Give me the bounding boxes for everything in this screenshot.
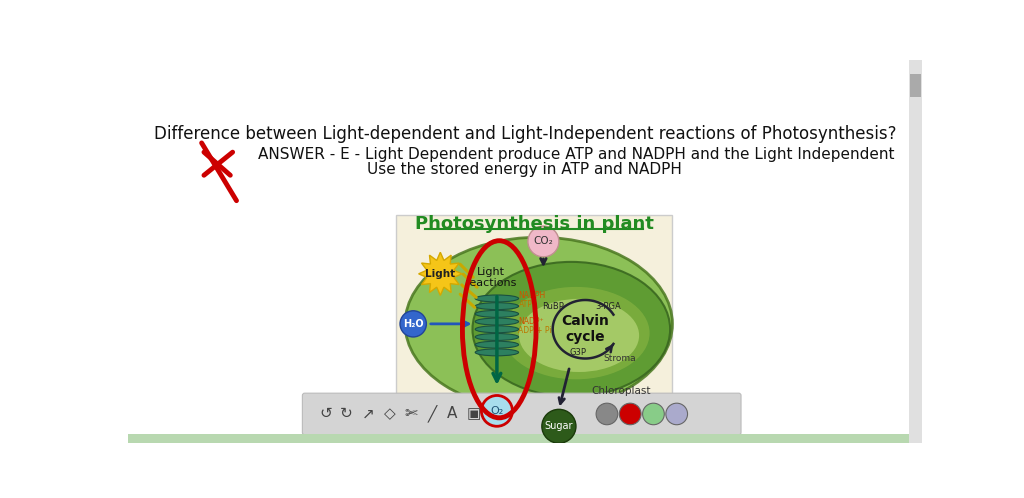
Circle shape bbox=[620, 403, 641, 425]
Bar bbox=[128, 434, 922, 443]
FancyBboxPatch shape bbox=[302, 393, 741, 435]
Text: ↗: ↗ bbox=[361, 406, 375, 421]
Circle shape bbox=[596, 403, 617, 425]
Circle shape bbox=[528, 226, 559, 257]
Circle shape bbox=[400, 311, 426, 337]
Text: 3-PGA: 3-PGA bbox=[596, 302, 622, 311]
Text: H₂O: H₂O bbox=[402, 319, 424, 329]
Text: ▣: ▣ bbox=[467, 406, 481, 421]
Text: Calvin
cycle: Calvin cycle bbox=[561, 314, 609, 344]
Circle shape bbox=[666, 403, 687, 425]
Ellipse shape bbox=[472, 262, 670, 396]
Circle shape bbox=[542, 409, 575, 443]
Ellipse shape bbox=[475, 318, 518, 325]
Ellipse shape bbox=[475, 295, 518, 302]
Ellipse shape bbox=[475, 303, 518, 310]
Ellipse shape bbox=[475, 349, 518, 356]
Ellipse shape bbox=[503, 287, 649, 379]
Text: O₂: O₂ bbox=[490, 406, 504, 416]
Ellipse shape bbox=[475, 334, 518, 341]
Text: Light
reactions: Light reactions bbox=[465, 267, 516, 288]
Polygon shape bbox=[419, 252, 462, 295]
Text: A: A bbox=[446, 406, 457, 421]
Ellipse shape bbox=[406, 237, 673, 410]
Ellipse shape bbox=[475, 310, 518, 317]
Text: ANSWER - E - Light Dependent produce ATP and NADPH and the Light Independent: ANSWER - E - Light Dependent produce ATP… bbox=[258, 147, 895, 162]
Text: NADP⁺: NADP⁺ bbox=[518, 317, 544, 326]
Ellipse shape bbox=[475, 326, 518, 333]
Text: Difference between Light-dependent and Light-Independent reactions of Photosynth: Difference between Light-dependent and L… bbox=[154, 124, 896, 143]
Text: ATP: ATP bbox=[518, 300, 532, 309]
Text: CO₂: CO₂ bbox=[534, 237, 553, 247]
Circle shape bbox=[481, 395, 512, 426]
Text: Sugar: Sugar bbox=[545, 421, 573, 431]
Text: ↻: ↻ bbox=[340, 406, 353, 421]
Text: RuBP: RuBP bbox=[542, 302, 563, 311]
Bar bbox=[910, 74, 921, 97]
Circle shape bbox=[643, 403, 665, 425]
Text: ADP + Pi: ADP + Pi bbox=[518, 326, 552, 335]
Text: ✄: ✄ bbox=[404, 406, 417, 421]
Text: Chloroplast: Chloroplast bbox=[591, 386, 650, 396]
Text: Photosynthesis in plant: Photosynthesis in plant bbox=[415, 215, 653, 233]
Text: Use the stored energy in ATP and NADPH: Use the stored energy in ATP and NADPH bbox=[368, 162, 682, 177]
Text: ◇: ◇ bbox=[384, 406, 396, 421]
Bar bbox=[909, 60, 922, 443]
Ellipse shape bbox=[475, 341, 518, 348]
Text: G3P: G3P bbox=[569, 348, 586, 357]
Text: Light: Light bbox=[425, 269, 456, 279]
FancyBboxPatch shape bbox=[396, 215, 672, 434]
Text: ╱: ╱ bbox=[427, 405, 436, 423]
Text: NADPH: NADPH bbox=[518, 291, 546, 300]
Ellipse shape bbox=[519, 299, 639, 372]
Text: Stroma: Stroma bbox=[604, 354, 637, 363]
Text: ↺: ↺ bbox=[319, 406, 332, 421]
